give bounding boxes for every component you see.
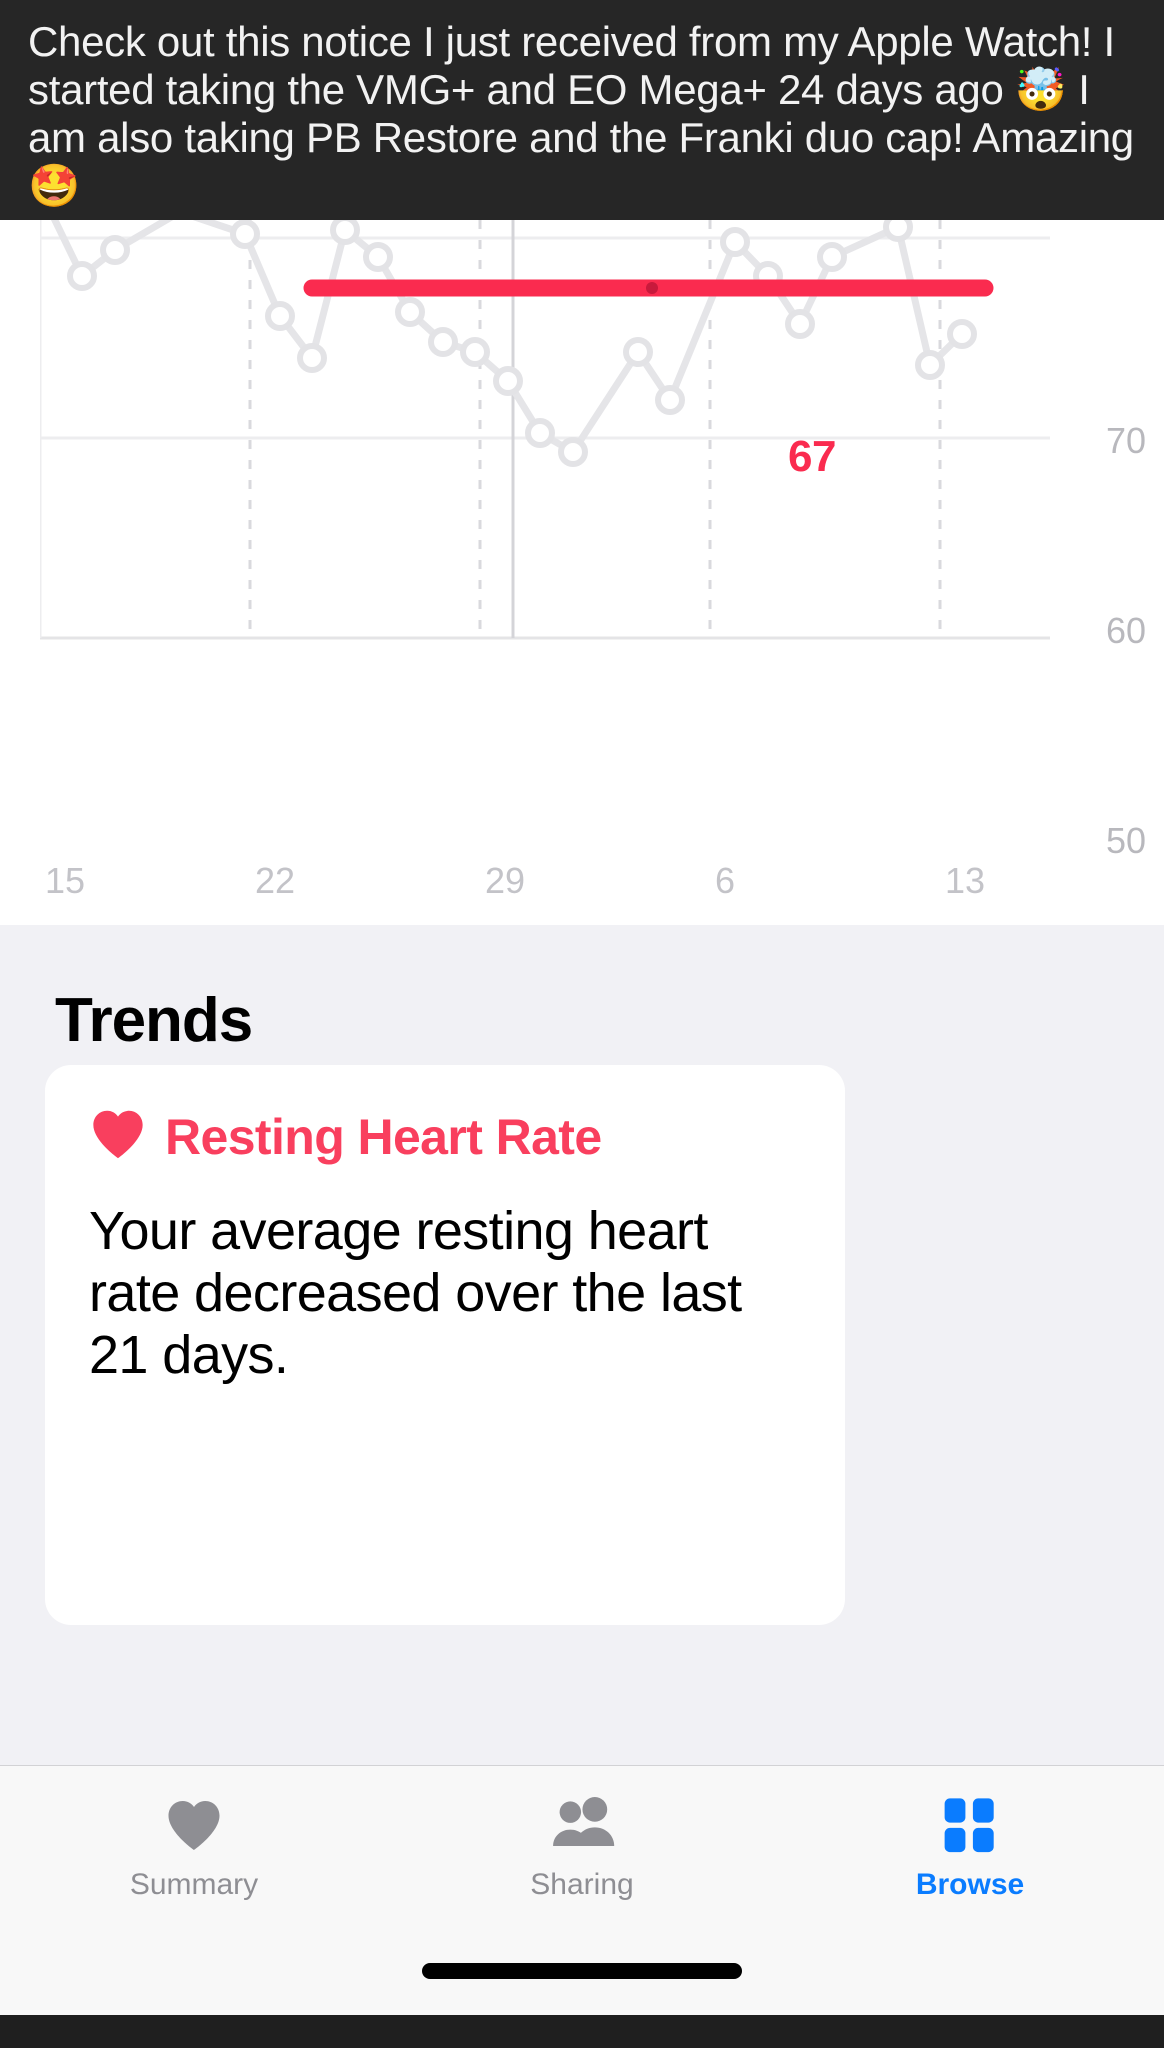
tab-browse[interactable]: Browse — [776, 1794, 1164, 1902]
x-axis-label-22: 22 — [255, 860, 296, 901]
trend-card-title: Resting Heart Rate — [165, 1108, 602, 1165]
tab-browse-label: Browse — [915, 1868, 1025, 1901]
tab-bar: Summary Sharing — [0, 1765, 1164, 2015]
tab-list: Summary Sharing — [0, 1766, 1164, 1902]
trends-section: Trends Resting Heart Rate Your average r… — [0, 925, 1164, 1765]
grid-icon — [939, 1794, 1001, 1856]
average-line-marker — [646, 282, 658, 294]
resting-heart-rate-chart[interactable]: 67 70 60 50 15 22 29 6 13 Trend Lower fo… — [0, 220, 1164, 1081]
y-axis-label-60: 60 — [1105, 610, 1146, 651]
tab-summary-label: Summary — [129, 1868, 259, 1901]
tab-summary[interactable]: Summary — [0, 1794, 388, 1902]
chart-svg — [40, 220, 1050, 640]
x-axis-label-29: 29 — [485, 860, 526, 901]
chart-plot-area[interactable]: 67 — [40, 220, 1090, 840]
chart-data-points — [67, 220, 977, 467]
trends-heading: Trends — [55, 986, 253, 1055]
y-axis-label-70: 70 — [1105, 420, 1146, 461]
trend-card-body: Your average resting heart rate decrease… — [89, 1201, 742, 1385]
trend-card-title-row: Resting Heart Rate — [89, 1107, 801, 1166]
x-axis-label-6: 6 — [715, 860, 736, 901]
y-axis-label-50: 50 — [1105, 820, 1146, 861]
resting-heart-rate-trend-card[interactable]: Resting Heart Rate Your average resting … — [45, 1065, 845, 1625]
bottom-strip — [0, 2015, 1164, 2048]
tab-sharing-label: Sharing — [530, 1868, 634, 1901]
x-axis-label-15: 15 — [45, 860, 86, 901]
caption-text: Check out this notice I just received fr… — [28, 18, 1146, 209]
caption-banner: Check out this notice I just received fr… — [0, 0, 1164, 220]
heart-icon — [89, 1107, 147, 1166]
heart-icon — [164, 1794, 224, 1856]
home-indicator[interactable] — [422, 1963, 742, 1979]
tab-sharing[interactable]: Sharing — [388, 1794, 776, 1902]
people-icon — [546, 1794, 618, 1856]
x-axis-label-13: 13 — [945, 860, 986, 901]
chart-value-badge: 67 — [788, 432, 836, 481]
